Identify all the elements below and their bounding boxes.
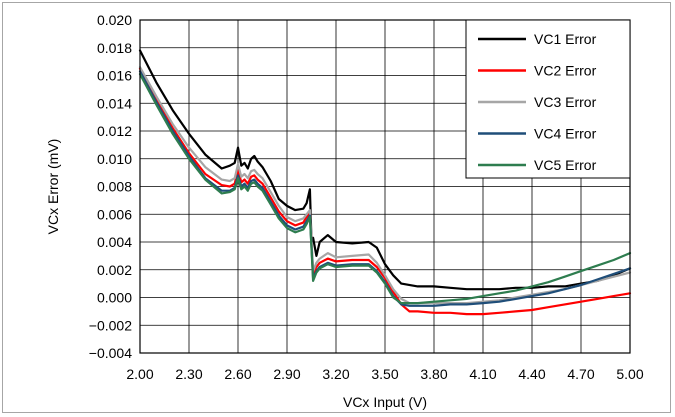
x-tick-label: 4.70 <box>567 366 594 382</box>
y-tick-label: −0.004 <box>89 345 132 361</box>
y-tick-label: 0.002 <box>97 262 132 278</box>
legend-label-vc5: VC5 Error <box>534 157 597 173</box>
x-tick-label: 4.40 <box>518 366 545 382</box>
legend-label-vc1: VC1 Error <box>534 31 597 47</box>
y-tick-label: 0.010 <box>97 151 132 167</box>
y-tick-label: 0.006 <box>97 206 132 222</box>
x-tick-label: 5.00 <box>616 366 643 382</box>
y-tick-label: 0.008 <box>97 179 132 195</box>
x-tick-label: 3.80 <box>420 366 447 382</box>
y-tick-label: −0.002 <box>89 317 132 333</box>
y-tick-label: 0.020 <box>97 12 132 28</box>
series-line-vc2 <box>138 67 632 316</box>
plot-area-border <box>139 19 631 354</box>
series-line-vc3 <box>138 66 632 305</box>
y-tick-label: 0.000 <box>97 290 132 306</box>
x-axis-title: VCx Input (V) <box>343 394 427 410</box>
x-tick-label: 3.20 <box>322 366 349 382</box>
legend-label-vc4: VC4 Error <box>534 126 597 142</box>
y-tick-labels: 0.020 0.018 0.016 0.014 0.012 0.010 0.008 0.006… <box>89 12 132 361</box>
x-tick-label: 4.10 <box>469 366 496 382</box>
y-tick-label: 0.004 <box>97 234 132 250</box>
y-tick-label: 0.012 <box>97 123 132 139</box>
legend: VC1 Error VC2 Error VC3 Error VC4 Error VC5 … <box>465 19 631 179</box>
y-axis-title: VCx Error (mV) <box>45 139 61 235</box>
x-tick-label: 2.00 <box>126 366 153 382</box>
x-tick-label: 2.30 <box>175 366 202 382</box>
y-tick-label: 0.016 <box>97 68 132 84</box>
x-tick-labels: 2.00 2.30 2.60 2.90 3.20 3.50 3.80 4.10 4.40 4.70… <box>126 366 643 382</box>
legend-label-vc3: VC3 Error <box>534 94 597 110</box>
x-tick-label: 2.90 <box>273 366 300 382</box>
series-line-vc5 <box>138 72 632 305</box>
series-line-vc1 <box>138 49 632 291</box>
legend-label-vc2: VC2 Error <box>534 63 597 79</box>
x-tick-label: 3.50 <box>371 366 398 382</box>
y-tick-label: 0.018 <box>97 40 132 56</box>
y-tick-label: 0.014 <box>97 95 132 111</box>
x-tick-label: 2.60 <box>224 366 251 382</box>
legend-box <box>465 19 631 179</box>
series-lines <box>138 49 632 316</box>
